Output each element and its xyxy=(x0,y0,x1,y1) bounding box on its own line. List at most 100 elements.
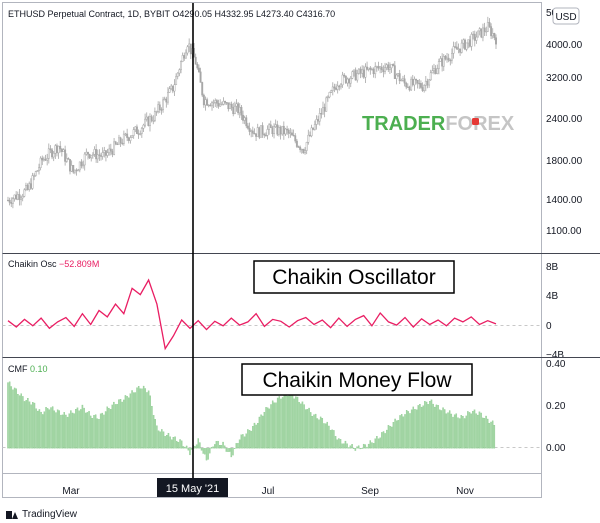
candle-body xyxy=(178,69,181,74)
candle-body xyxy=(215,100,218,104)
cmf-bar xyxy=(119,399,122,449)
cmf-bar xyxy=(305,409,307,449)
cmf-bar xyxy=(93,415,95,449)
cmf-bar xyxy=(177,442,180,449)
cmf-bar xyxy=(174,436,176,449)
cmf-bar xyxy=(463,418,466,449)
candle-body xyxy=(287,129,290,134)
candle-body xyxy=(65,158,68,162)
currency-badge[interactable] xyxy=(552,7,580,25)
cmf-bar xyxy=(71,412,74,449)
cmf-bar xyxy=(230,448,233,458)
cmf-bar xyxy=(147,390,150,449)
cmf-bar xyxy=(12,389,14,449)
cmf-bar xyxy=(162,431,165,449)
candle-body xyxy=(227,102,230,110)
watermark: TRADERFOREX xyxy=(362,113,515,135)
candle-body xyxy=(98,154,101,156)
cmf-bar xyxy=(108,407,110,449)
candle-body xyxy=(52,152,55,158)
candle-body xyxy=(184,52,187,59)
cmf-bar xyxy=(214,444,216,449)
cmf-bar xyxy=(240,434,242,449)
candle-body xyxy=(472,33,475,36)
osc-tick: −4B xyxy=(546,350,564,361)
cmf-bars xyxy=(7,381,496,461)
candle-body xyxy=(308,134,311,137)
cmf-bar xyxy=(94,414,97,449)
cmf-bar xyxy=(232,448,234,456)
cmf-bar xyxy=(250,430,252,449)
candle-body xyxy=(131,135,133,138)
candle-body xyxy=(230,103,233,108)
candle-body xyxy=(485,31,488,33)
cmf-tick: 0.20 xyxy=(546,401,566,412)
cmf-bar xyxy=(291,395,294,449)
price-tick: 1400.00 xyxy=(546,195,583,206)
x-tick: Jul xyxy=(262,486,275,497)
cmf-bar xyxy=(225,448,228,452)
cmf-bar xyxy=(280,398,282,449)
candle-body xyxy=(371,68,373,71)
cmf-bar xyxy=(40,411,42,449)
x-tick: Mar xyxy=(62,486,80,497)
candle-body xyxy=(490,26,493,37)
cmf-bar xyxy=(228,448,231,452)
candle-body xyxy=(62,149,65,153)
candle-body xyxy=(300,148,303,151)
cmf-bar xyxy=(18,395,21,449)
cmf-bar xyxy=(271,400,274,449)
cmf-bar xyxy=(394,418,396,449)
cmf-bar xyxy=(253,422,256,449)
cmf-tick: 0.00 xyxy=(546,443,566,454)
candle-body xyxy=(444,56,447,60)
candle-body xyxy=(395,74,398,79)
cmf-bar xyxy=(182,446,185,449)
candle-body xyxy=(305,142,308,151)
candle-body xyxy=(28,183,31,190)
cmf-bar xyxy=(202,448,204,454)
candle-body xyxy=(59,145,62,150)
candle-body xyxy=(336,85,339,90)
cmf-bar xyxy=(273,402,276,449)
cmf-bar xyxy=(331,429,333,449)
cmf-bar xyxy=(462,415,464,449)
cmf-bar xyxy=(450,413,453,449)
price-tick-top: 5000.00 xyxy=(546,8,583,19)
cmf-bar xyxy=(381,432,383,449)
candle-body xyxy=(424,80,427,86)
candle-body xyxy=(135,126,138,134)
candle-body xyxy=(299,146,302,150)
cmf-bar xyxy=(131,390,133,449)
cmf-bar xyxy=(372,443,375,449)
cmf-bar xyxy=(23,401,26,449)
cmf-bar xyxy=(159,431,161,449)
candle-body xyxy=(462,39,465,44)
cmf-bar xyxy=(96,418,99,449)
candle-body xyxy=(388,67,391,70)
candle-body xyxy=(235,103,238,107)
candle-body xyxy=(302,148,305,154)
cmf-bar xyxy=(314,413,317,449)
cmf-axis: 0.40 0.20 0.00 xyxy=(546,359,566,454)
cmf-bar xyxy=(384,433,386,449)
cmf-bar xyxy=(20,393,22,449)
cmf-bar xyxy=(288,392,290,449)
cmf-bar xyxy=(399,415,401,449)
candle-body xyxy=(181,55,184,62)
cmf-bar xyxy=(238,439,241,449)
cmf-bar xyxy=(56,409,59,449)
candle-body xyxy=(277,127,280,135)
cmf-bar xyxy=(356,446,358,449)
cmf-bar xyxy=(400,414,403,449)
cmf-bar xyxy=(78,410,80,449)
candle-body xyxy=(322,106,324,115)
candle-body xyxy=(116,143,119,146)
candle-body xyxy=(256,127,259,137)
cmf-bar xyxy=(210,446,213,449)
cmf-bar xyxy=(319,416,322,449)
cmf-bar xyxy=(429,401,431,449)
cmf-bar xyxy=(85,412,87,449)
candle-body xyxy=(470,34,473,47)
candle-body xyxy=(39,157,42,168)
